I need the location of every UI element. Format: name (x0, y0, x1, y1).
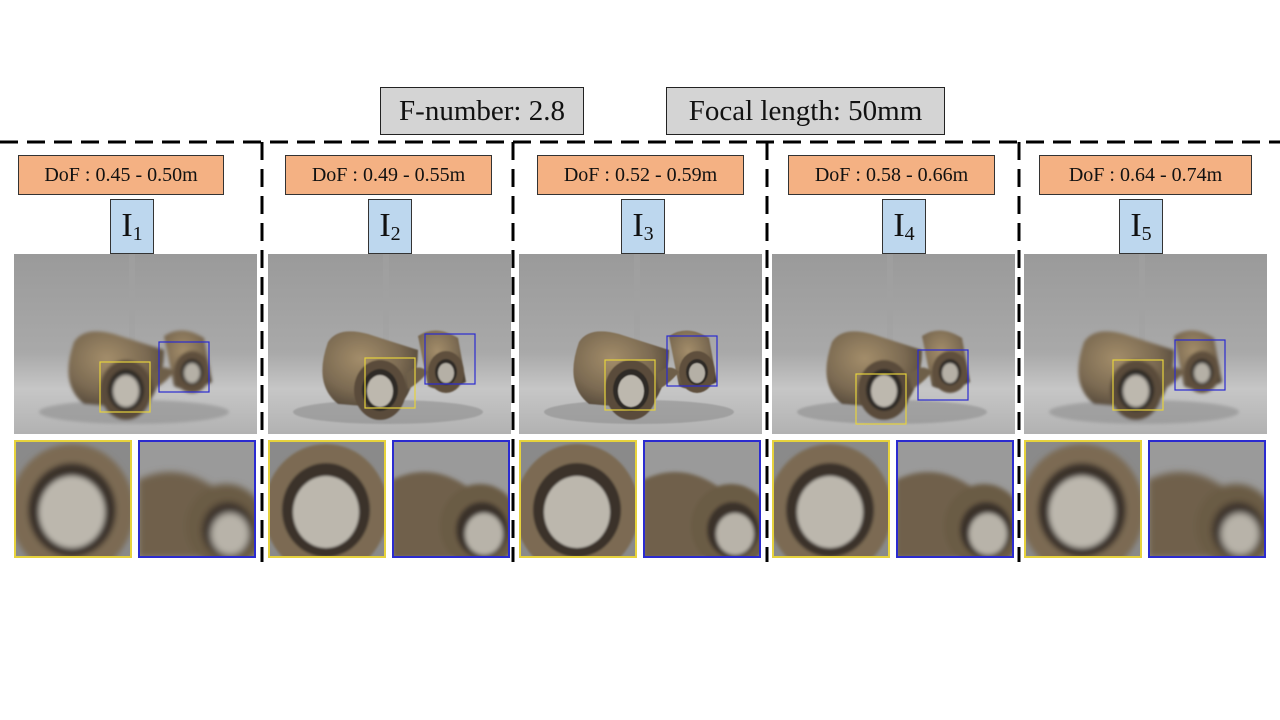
far-crop (1148, 440, 1266, 558)
dof-label: DoF : 0.45 - 0.50m (18, 155, 224, 195)
image-label-letter: I (893, 207, 905, 244)
focus-panel-4: DoF : 0.58 - 0.66m I4 (772, 150, 1024, 560)
far-crop (643, 440, 761, 558)
image-label-letter: I (379, 207, 391, 244)
image-label: I5 (1119, 199, 1163, 254)
scene-image (14, 254, 257, 434)
far-crop (896, 440, 1014, 558)
image-label: I2 (368, 199, 412, 254)
image-label-index: 4 (904, 223, 915, 245)
scene-image (519, 254, 762, 434)
image-label-index: 1 (132, 223, 143, 245)
near-crop (1024, 440, 1142, 558)
scene-image (772, 254, 1015, 434)
scene-image (268, 254, 511, 434)
near-crop (519, 440, 637, 558)
image-label-letter: I (121, 207, 133, 244)
f-number-label: F-number: 2.8 (380, 87, 584, 135)
image-label-index: 5 (1141, 223, 1152, 245)
image-label: I1 (110, 199, 154, 254)
dof-label: DoF : 0.64 - 0.74m (1039, 155, 1252, 195)
focus-panel-1: DoF : 0.45 - 0.50m I1 (14, 150, 266, 560)
dof-label: DoF : 0.58 - 0.66m (788, 155, 995, 195)
image-label-index: 2 (390, 223, 401, 245)
image-label: I4 (882, 199, 926, 254)
focus-panel-3: DoF : 0.52 - 0.59m I3 (519, 150, 771, 560)
far-crop (138, 440, 256, 558)
image-label-letter: I (1130, 207, 1142, 244)
near-crop (14, 440, 132, 558)
image-label: I3 (621, 199, 665, 254)
image-label-letter: I (632, 207, 644, 244)
near-crop (268, 440, 386, 558)
dof-label: DoF : 0.52 - 0.59m (537, 155, 744, 195)
focus-panel-5: DoF : 0.64 - 0.74m I5 (1024, 150, 1276, 560)
focus-panel-2: DoF : 0.49 - 0.55m I2 (268, 150, 520, 560)
image-label-index: 3 (643, 223, 654, 245)
scene-image (1024, 254, 1267, 434)
dof-label: DoF : 0.49 - 0.55m (285, 155, 492, 195)
focal-length-label: Focal length: 50mm (666, 87, 945, 135)
far-crop (392, 440, 510, 558)
near-crop (772, 440, 890, 558)
